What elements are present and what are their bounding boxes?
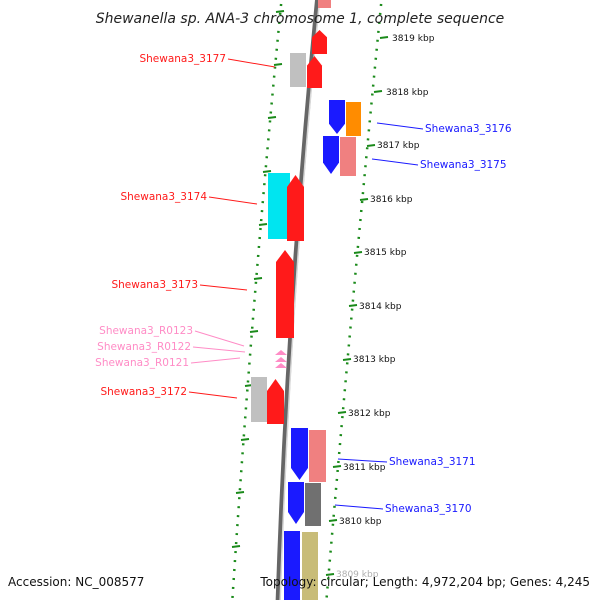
outer-dotted-line bbox=[325, 0, 383, 600]
gene-label-shewana3-3170: Shewana3_3170 bbox=[385, 503, 472, 515]
gene-shewana3-3175 bbox=[340, 137, 356, 176]
gene-shewana3-3173 bbox=[276, 250, 294, 338]
tick-mark bbox=[353, 251, 363, 254]
gene-label-shewana3-r0121: Shewana3_R0121 bbox=[95, 357, 189, 369]
scale-label: 3811 kbp bbox=[343, 463, 386, 473]
gene-shewana3-3171 bbox=[309, 430, 326, 482]
gene-label-shewana3-3177: Shewana3_3177 bbox=[139, 53, 226, 65]
right-gene-labels: Shewana3_3176 Shewana3_3175 Shewana3_317… bbox=[385, 123, 512, 515]
tick-mark bbox=[275, 10, 285, 13]
scale-label: 3816 kbp bbox=[370, 195, 413, 205]
gene-shewana3-3170 bbox=[288, 482, 304, 524]
gene-label-shewana3-r0123: Shewana3_R0123 bbox=[99, 325, 193, 337]
gene-arrow-red bbox=[312, 30, 327, 54]
gene-label-shewana3-r0122: Shewana3_R0122 bbox=[97, 341, 191, 353]
label-leader-line bbox=[334, 504, 384, 510]
label-leader-line bbox=[227, 58, 276, 68]
rna-gene-marker bbox=[275, 357, 287, 362]
gene-gray-3172 bbox=[251, 377, 267, 422]
inner-dotted-line bbox=[231, 0, 283, 600]
gene-cyan bbox=[268, 173, 290, 239]
dotted-guide-lines bbox=[231, 0, 383, 600]
gene-khaki-bottom bbox=[302, 532, 318, 600]
gene-shewana3-3177 bbox=[307, 56, 322, 88]
gene-label-shewana3-3172: Shewana3_3172 bbox=[100, 386, 187, 398]
tick-mark bbox=[253, 277, 263, 280]
gene-orange bbox=[346, 102, 361, 136]
scale-label: 3809 kbp bbox=[336, 570, 379, 580]
label-leader-line bbox=[194, 330, 245, 347]
tick-mark bbox=[240, 438, 250, 441]
gene-shewana3-3174 bbox=[287, 175, 304, 241]
gene-blue-bottom bbox=[284, 531, 300, 600]
scale-label: 3812 kbp bbox=[348, 409, 391, 419]
gene-features bbox=[251, 0, 361, 600]
label-leader-line bbox=[371, 158, 419, 166]
scale-label: 3813 kbp bbox=[353, 355, 396, 365]
scale-label: 3814 kbp bbox=[359, 302, 402, 312]
tick-mark bbox=[258, 223, 268, 226]
tick-mark bbox=[379, 36, 389, 39]
tick-mark bbox=[337, 411, 347, 414]
scale-label: 3810 kbp bbox=[339, 517, 382, 527]
tick-mark bbox=[332, 465, 342, 468]
scale-label: 3818 kbp bbox=[386, 88, 429, 98]
label-leader-line bbox=[188, 391, 238, 399]
gene-top-faded bbox=[318, 0, 331, 8]
tick-mark bbox=[325, 573, 335, 576]
gene-label-shewana3-3175: Shewana3_3175 bbox=[420, 159, 507, 171]
gene-blue-3171 bbox=[291, 428, 308, 480]
gene-label-shewana3-3176: Shewana3_3176 bbox=[425, 123, 512, 135]
scale-label: 3819 kbp bbox=[392, 34, 435, 44]
tick-mark bbox=[267, 116, 277, 119]
gene-gray-3177 bbox=[290, 53, 306, 87]
accession-text: Accession: NC_008577 bbox=[8, 575, 144, 589]
tick-mark bbox=[373, 90, 383, 93]
tick-marks bbox=[231, 10, 389, 576]
gene-shewana3-3172 bbox=[267, 379, 284, 424]
tick-mark bbox=[249, 330, 259, 333]
label-leader-line bbox=[190, 357, 241, 364]
tick-mark bbox=[231, 545, 241, 548]
label-leader-line bbox=[199, 284, 248, 291]
gene-label-shewana3-3174: Shewana3_3174 bbox=[120, 191, 207, 203]
gene-shewana3-3176 bbox=[329, 100, 345, 134]
left-gene-labels: Shewana3_3177 Shewana3_3174 Shewana3_317… bbox=[95, 53, 226, 398]
rna-gene-marker bbox=[275, 350, 287, 355]
tick-mark bbox=[366, 144, 376, 147]
tick-mark bbox=[273, 63, 283, 66]
tick-mark bbox=[342, 358, 352, 361]
gene-label-shewana3-3173: Shewana3_3173 bbox=[111, 279, 198, 291]
tick-mark bbox=[262, 170, 272, 173]
scale-label: 3817 kbp bbox=[377, 141, 420, 151]
tick-mark bbox=[359, 198, 369, 201]
tick-mark bbox=[235, 491, 245, 494]
tick-mark bbox=[348, 304, 358, 307]
scale-labels: 3819 kbp 3818 kbp 3817 kbp 3816 kbp 3815… bbox=[336, 34, 435, 580]
topology-text: Topology: circular; Length: 4,972,204 bp… bbox=[259, 575, 590, 589]
label-leader-line bbox=[192, 346, 246, 353]
gene-dark-gray bbox=[305, 483, 321, 526]
scale-label: 3815 kbp bbox=[364, 248, 407, 258]
gene-blue-lower bbox=[323, 136, 339, 174]
rna-gene-marker bbox=[275, 363, 287, 368]
label-leader-lines bbox=[188, 58, 424, 510]
map-title: Shewanella sp. ANA-3 chromosome 1, compl… bbox=[96, 11, 505, 27]
label-leader-line bbox=[208, 196, 258, 205]
tick-mark bbox=[328, 519, 338, 522]
label-leader-line bbox=[337, 458, 388, 463]
gene-label-shewana3-3171: Shewana3_3171 bbox=[389, 456, 476, 468]
label-leader-line bbox=[376, 122, 424, 130]
